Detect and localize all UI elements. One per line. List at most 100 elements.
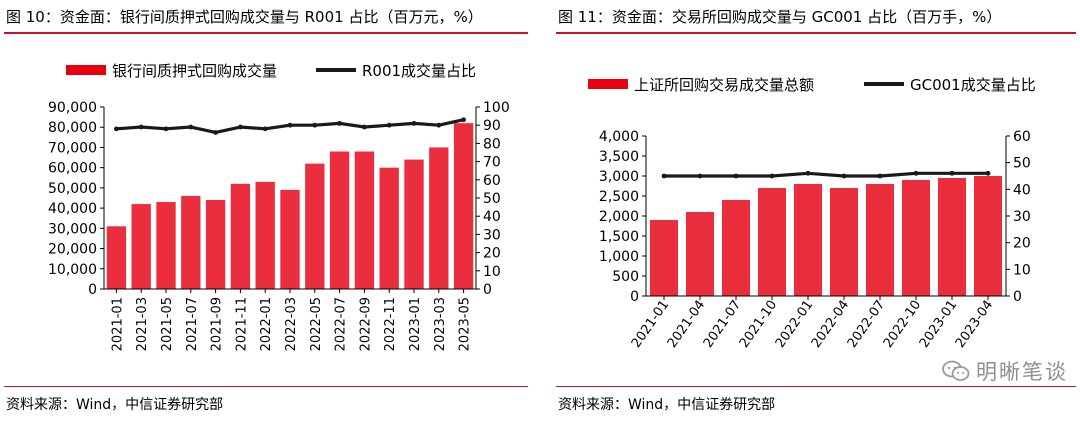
bar (453, 123, 474, 289)
line-point (114, 126, 119, 132)
bar (131, 204, 151, 289)
x-tick-label: 2021-11 (234, 297, 249, 351)
legend-bar-swatch (588, 79, 628, 89)
left-tick-label: 20,000 (48, 242, 97, 258)
right-tick-label: 30 (483, 227, 501, 243)
source-divider (4, 386, 528, 387)
right-tick-label: 40 (1013, 182, 1031, 198)
line-point (312, 122, 318, 128)
right-tick-label: 60 (1013, 129, 1031, 145)
legend-label: R001成交量占比 (362, 62, 476, 80)
x-tick-label: 2022-09 (358, 297, 373, 351)
interbank-repo-chart: 银行间质押式回购成交量 R001成交量占比 0 10,000 20,000 30,000 4… (48, 62, 510, 351)
right-tick-label: 50 (1013, 156, 1031, 172)
bar (354, 151, 375, 289)
left-tick-label: 90,000 (48, 100, 97, 116)
line-point (188, 124, 194, 130)
left-tick-label: 1,000 (599, 249, 639, 265)
bar (205, 200, 226, 289)
right-tick-label: 20 (1013, 236, 1031, 252)
bar (649, 220, 679, 296)
bar (429, 147, 449, 289)
left-tick-label: 50,000 (48, 181, 97, 197)
right-tick-label: 0 (483, 282, 492, 298)
left-tick-label: 30,000 (48, 221, 97, 237)
left-tick-label: 0 (630, 289, 639, 305)
left-tick-label: 2,500 (599, 189, 639, 205)
right-tick-label: 20 (483, 246, 501, 262)
source-note: 资料来源：Wind，中信证券研究部 (6, 397, 224, 413)
x-tick-label: 2022-11 (383, 297, 398, 351)
bar (865, 184, 895, 296)
right-tick-label: 70 (483, 155, 501, 171)
line-point (949, 170, 955, 176)
wechat-icon (942, 360, 970, 381)
left-tick-label: 1,500 (599, 229, 639, 245)
x-tick-label: 2021-09 (210, 297, 225, 351)
x-tick-label: 2023-01 (408, 297, 423, 351)
bar (280, 189, 300, 289)
title-divider (556, 32, 1076, 34)
exchange-repo-chart: 上证所回购交易成交量总额 GC001成交量占比05001,0001,5002,00… (588, 76, 1036, 351)
left-tick-label: 10,000 (48, 262, 97, 278)
line-point (238, 124, 243, 130)
line-point (262, 126, 268, 132)
line-point (661, 173, 667, 179)
line-point (138, 124, 144, 130)
bar (901, 180, 931, 296)
line-point (769, 173, 775, 179)
left-tick-label: 2,000 (599, 209, 639, 225)
left-tick-label: 4,000 (599, 129, 639, 145)
left-tick-label: 40,000 (48, 201, 97, 217)
right-tick-label: 10 (1013, 262, 1031, 278)
left-tick-label: 3,500 (599, 149, 639, 165)
line-point (805, 170, 811, 176)
left-tick-label: 500 (612, 269, 639, 285)
legend-label: GC001成交量占比 (910, 76, 1036, 94)
left-tick-label: 0 (88, 282, 97, 298)
bar (685, 212, 715, 296)
line-point (411, 120, 417, 126)
left-tick-label: 80,000 (48, 120, 97, 136)
right-tick-label: 80 (483, 136, 501, 152)
right-tick-label: 100 (483, 100, 510, 116)
bar (106, 226, 127, 289)
bar (305, 163, 325, 289)
line-point (733, 173, 739, 179)
x-tick-label: 2021-01 (110, 297, 125, 351)
x-tick-label: 2021-07 (185, 297, 200, 351)
bar (156, 202, 176, 289)
x-tick-label: 2022-03 (284, 297, 299, 351)
legend-label: 上证所回购交易成交量总额 (634, 76, 814, 94)
line-point (985, 170, 991, 176)
chart-panel-exchange: 图 11：资金面：交易所回购成交量与 GC001 占比（百万手，%） 上证所回购… (552, 0, 1080, 423)
line-point (436, 122, 442, 128)
line-point (287, 122, 293, 128)
bar (255, 181, 275, 289)
figure-title: 图 10：资金面：银行间质押式回购成交量与 R001 占比（百万元，%） (6, 8, 483, 26)
left-tick-label: 70,000 (48, 140, 97, 156)
line-point (461, 117, 466, 123)
figure-title: 图 11：资金面：交易所回购成交量与 GC001 占比（百万手，%） (558, 8, 1002, 26)
line-point (877, 173, 883, 179)
bar (793, 184, 823, 296)
x-tick-label: 2023-03 (433, 297, 448, 351)
x-tick-label: 2023-05 (458, 297, 473, 351)
bar (181, 195, 201, 289)
right-tick-label: 40 (483, 209, 501, 225)
source-divider (556, 386, 1076, 387)
right-tick-label: 90 (483, 118, 501, 134)
x-tick-label: 2022-05 (309, 297, 324, 351)
line-point (697, 173, 703, 179)
bar (829, 188, 859, 296)
line-point (337, 120, 342, 126)
line-point (386, 122, 392, 128)
bar (230, 183, 251, 289)
bar (757, 188, 787, 296)
bar (721, 200, 751, 296)
right-tick-label: 0 (1013, 289, 1022, 305)
line-point (213, 130, 219, 135)
left-tick-label: 60,000 (48, 161, 97, 177)
right-tick-label: 10 (483, 264, 501, 280)
bar (329, 151, 350, 289)
